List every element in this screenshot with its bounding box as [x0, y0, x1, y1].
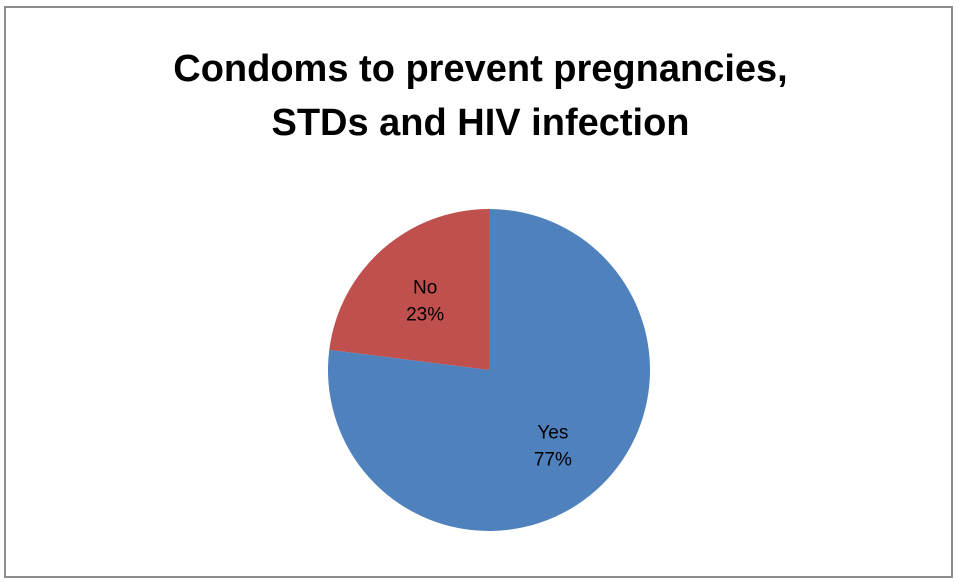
- slice-label-yes: Yes: [537, 422, 568, 443]
- chart-title-line-2: STDs and HIV infection: [271, 102, 690, 144]
- slice-value-yes: 77%: [534, 449, 572, 470]
- pie-slice-no: [329, 209, 489, 370]
- slice-label-no: No: [413, 278, 437, 299]
- chart-title-line-1: Condoms to prevent pregnancies,: [173, 48, 788, 90]
- slice-value-no: 23%: [406, 305, 444, 326]
- pie-slice-yes: [328, 209, 650, 531]
- pie-slices: [328, 209, 650, 531]
- chart-title: Condoms to prevent pregnancies, STDs and…: [6, 42, 955, 150]
- pie-labels: No 23% Yes 77%: [406, 278, 572, 471]
